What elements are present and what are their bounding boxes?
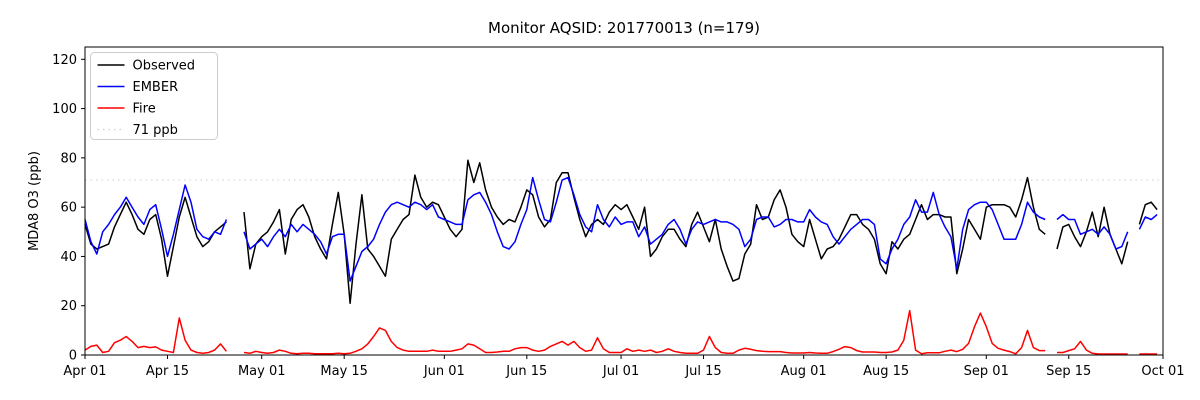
x-tick-label: Oct 01 [1141,364,1184,379]
x-tick-label: Aug 15 [863,364,909,379]
x-tick-label: Sep 01 [964,364,1009,379]
y-axis-label: MDA8 O3 (ppb) [27,151,42,251]
y-tick-label: 20 [60,299,77,314]
legend: Observed EMBER Fire 71 ppb [90,52,218,140]
chart-title: Monitor AQSID: 201770013 (n=179) [488,19,760,37]
y-tick-label: 60 [60,201,77,216]
series-line-fire [84,309,1158,355]
x-tick-label: May 01 [238,364,286,379]
x-tick-label: Aug 01 [781,364,827,379]
y-tick-label: 120 [52,53,77,68]
legend-label-fire: Fire [133,102,156,117]
legend-label-observed: Observed [133,59,196,74]
legend-box [90,52,218,140]
y-tick-label: 80 [60,151,77,166]
y-tick-label: 100 [52,102,77,117]
legend-label-ember: EMBER [133,80,179,95]
x-tick-label: Jun 15 [505,364,547,379]
tick-layer: 0 20 40 60 80 100 120 Apr 01 Apr 15 May 01 May 15 J… [52,53,1184,379]
x-tick-label: Apr 15 [146,364,189,379]
legend-label-71-ppb: 71 ppb [133,123,178,138]
y-tick-label: 0 [69,349,77,364]
y-tick-label: 40 [60,250,77,265]
x-tick-label: May 15 [320,364,368,379]
x-tick-label: Sep 15 [1046,364,1091,379]
x-tick-label: Jul 15 [684,364,721,379]
x-tick-label: Jul 01 [602,364,639,379]
series-layer [84,159,1158,355]
x-tick-label: Jun 01 [423,364,465,379]
series-line-observed [84,159,1158,305]
axes-border [84,46,1164,356]
x-tick-label: Apr 01 [63,364,106,379]
series-line-ember [84,176,1158,282]
plot-area [85,47,1163,355]
